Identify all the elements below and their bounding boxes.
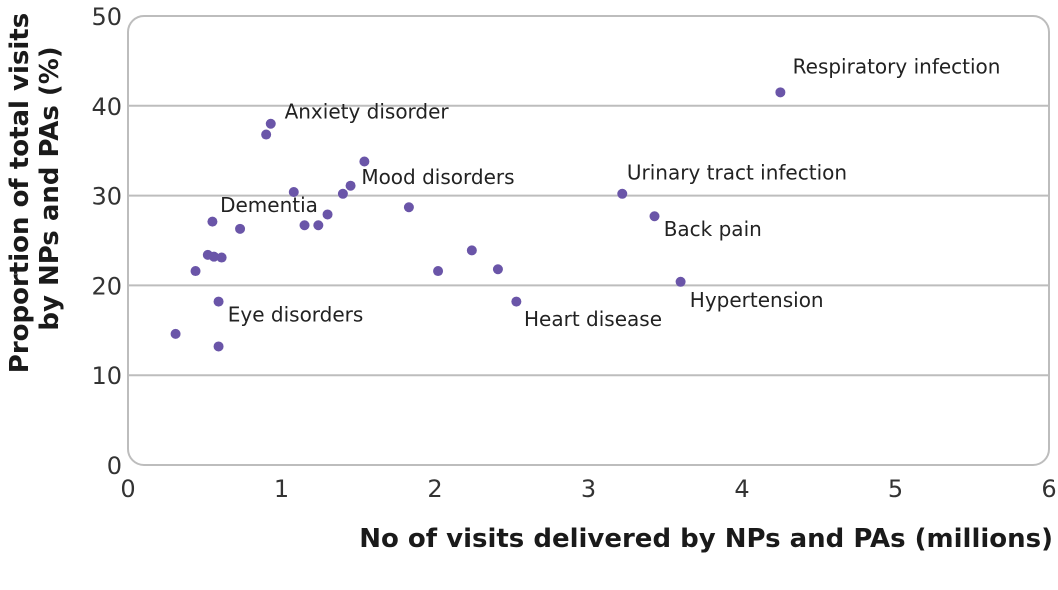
data-point xyxy=(299,220,310,231)
x-tick-label: 4 xyxy=(734,475,749,503)
x-tick-label: 5 xyxy=(888,475,903,503)
y-tick-label: 0 xyxy=(107,452,122,480)
point-annotation: Hypertension xyxy=(690,288,824,312)
annotations: Respiratory infection Anxiety disorder Moo… xyxy=(220,54,1000,330)
y-tick-label: 20 xyxy=(91,272,122,300)
point-annotation: Urinary tract infection xyxy=(627,160,847,184)
y-axis-label: Proportion of total visits by NPs and PA… xyxy=(5,4,65,373)
point-annotation: Mood disorders xyxy=(361,165,514,189)
plot-frame xyxy=(127,15,1050,466)
x-axis-label: No of visits delivered by NPs and PAs (m… xyxy=(359,524,1053,554)
data-point xyxy=(208,251,219,262)
y-tick-label: 30 xyxy=(91,183,122,211)
data-point xyxy=(313,220,324,231)
data-point xyxy=(216,252,227,263)
data-point xyxy=(433,266,444,277)
gridlines xyxy=(128,104,1049,377)
x-tick-label: 0 xyxy=(120,475,135,503)
data-point xyxy=(649,211,660,222)
point-annotation: Back pain xyxy=(664,217,762,241)
data-points xyxy=(170,87,786,352)
data-point xyxy=(775,87,786,98)
data-point xyxy=(403,202,414,213)
y-axis-label-line-1: Proportion of total visits xyxy=(5,13,35,373)
y-tick-label: 10 xyxy=(91,362,122,390)
point-annotation: Dementia xyxy=(220,193,318,217)
point-annotation: Heart disease xyxy=(524,307,662,331)
x-tick-label: 6 xyxy=(1041,475,1056,503)
data-point xyxy=(190,266,201,277)
data-point xyxy=(337,188,348,199)
data-point xyxy=(617,188,628,199)
point-annotation: Anxiety disorder xyxy=(285,99,450,123)
point-annotation: Respiratory infection xyxy=(793,54,1001,78)
data-point xyxy=(345,180,356,191)
x-tick-label: 3 xyxy=(581,475,596,503)
data-point xyxy=(261,129,272,140)
x-tick-label: 1 xyxy=(274,475,289,503)
data-point xyxy=(213,341,224,352)
data-point xyxy=(265,118,276,129)
data-point xyxy=(492,264,503,275)
y-tick-label: 40 xyxy=(91,93,122,121)
tick-labels: 0 10 20 30 40 50 0 1 2 3 4 5 6 xyxy=(91,3,1056,503)
y-tick-label: 50 xyxy=(91,3,122,31)
point-annotation: Eye disorders xyxy=(228,302,364,326)
data-point xyxy=(511,296,522,307)
data-point xyxy=(213,296,224,307)
y-axis-label-line-2: by NPs and PAs (%) xyxy=(35,46,65,330)
data-point xyxy=(288,187,299,198)
data-point xyxy=(675,276,686,287)
data-point xyxy=(322,209,333,220)
data-point xyxy=(359,156,370,167)
data-point xyxy=(170,328,181,339)
data-point xyxy=(207,216,218,227)
svg-text:Proportion of total visits: Proportion of total visits by NPs and PA… xyxy=(5,4,65,373)
x-tick-label: 2 xyxy=(427,475,442,503)
data-point xyxy=(466,245,477,256)
data-point xyxy=(235,223,246,234)
